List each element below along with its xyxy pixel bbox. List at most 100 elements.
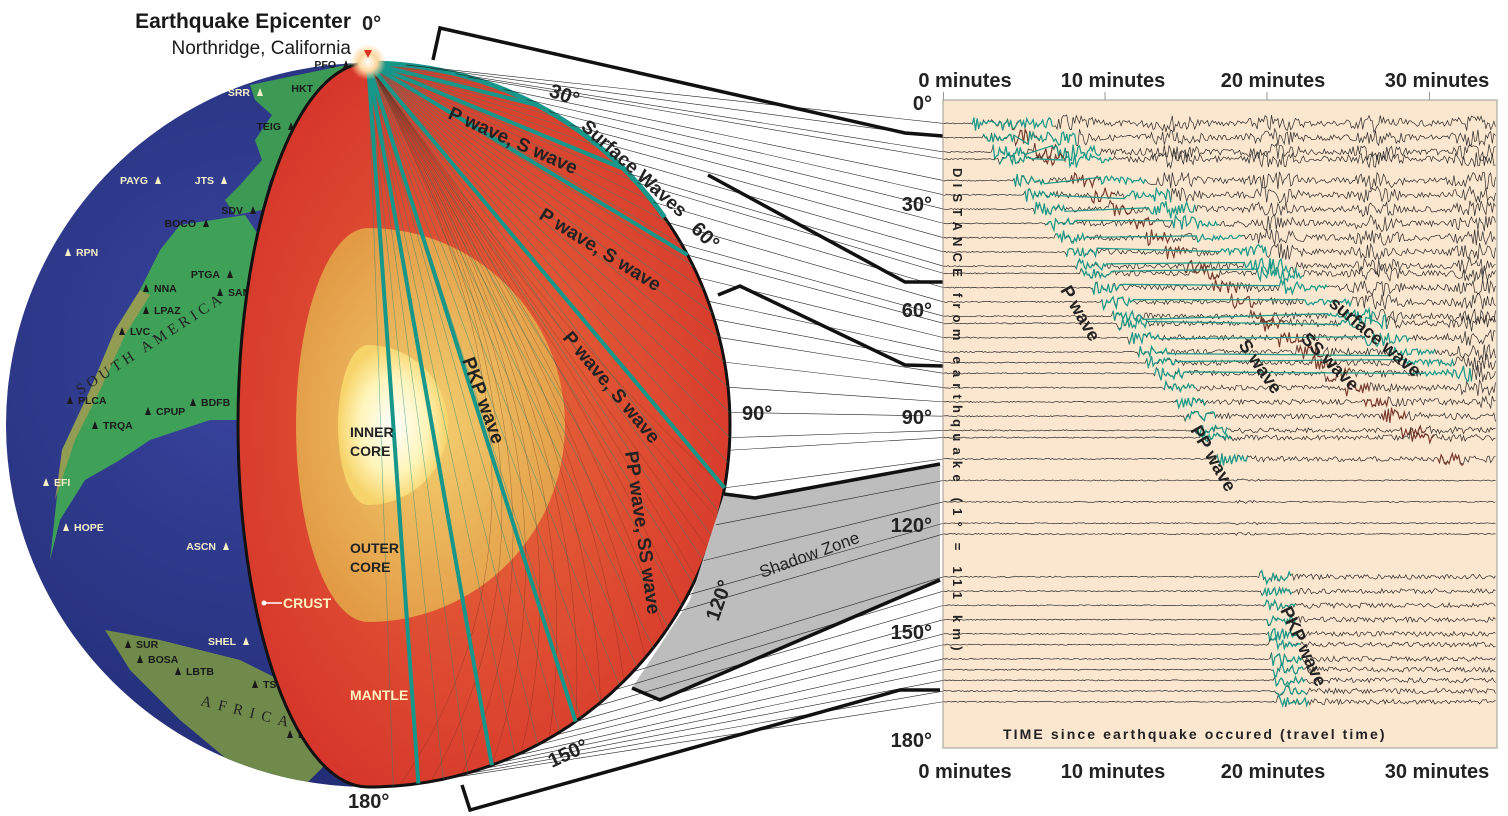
s-wave-arrival (1015, 127, 1040, 146)
seismogram-traces (943, 114, 1496, 708)
s-wave-arrival (1259, 315, 1285, 332)
station-label: LVC (130, 326, 151, 338)
time-label-30-bottom: 30 minutes (1385, 761, 1489, 783)
station-label: LBTB (186, 666, 214, 678)
p-wave-arrival (1259, 569, 1292, 586)
station-sdv: SDV (221, 205, 256, 217)
station-triangle-icon (203, 219, 209, 227)
north-america-landmass (225, 63, 370, 215)
p-wave-arrival (971, 116, 1053, 131)
distance-label-180: 180° (891, 730, 932, 752)
station-trqa: TRQA (92, 420, 133, 432)
connector-line (497, 669, 944, 764)
seismogram-trace (943, 214, 1496, 233)
seismogram-trace (943, 478, 1496, 482)
station-label: PFO (314, 59, 336, 71)
degree-label-60: 60° (686, 218, 723, 255)
seismogram-trace (943, 499, 1496, 504)
connector-line (461, 690, 944, 775)
station-triangle-icon (137, 655, 143, 663)
p-wave-arrival (1277, 695, 1309, 708)
main-ray (366, 61, 727, 490)
connector-line (590, 139, 944, 238)
connector-line (537, 644, 944, 745)
connector-line (729, 412, 944, 417)
station-label: NNA (154, 283, 177, 295)
station-label: PAYG (120, 175, 148, 187)
thin-ray (367, 62, 704, 290)
connector-line (687, 522, 944, 596)
thin-ray (367, 62, 713, 314)
main-ray (366, 62, 578, 723)
station-label: SDV (221, 205, 243, 217)
station-ascn: ASCN (186, 541, 229, 553)
station-label: SHEL (208, 636, 237, 648)
thin-ray (367, 62, 561, 733)
station-triangle-icon (223, 542, 229, 550)
thin-ray (367, 62, 669, 628)
p-wave-arrival (982, 131, 1077, 146)
thin-ray (367, 62, 469, 774)
p-wave-arrival (1200, 430, 1232, 442)
distance-label-30: 30° (902, 194, 932, 216)
p-wave-arrival (1112, 306, 1377, 325)
thin-ray (367, 62, 730, 438)
connector-line (687, 254, 944, 324)
station-triangle-icon (155, 176, 161, 184)
station-rpn: RPN (65, 247, 98, 259)
time-labels-bottom: 0 minutes 10 minutes 20 minutes 30 minut… (918, 761, 1489, 783)
distance-label-60: 60° (902, 300, 932, 322)
station-triangle-icon (250, 206, 256, 214)
station-sur: SUR (125, 639, 159, 651)
time-label-20-bottom: 20 minutes (1221, 761, 1325, 783)
connector-line (714, 318, 944, 363)
seismogram-trace (943, 600, 1496, 611)
connector-line (467, 76, 944, 160)
degree-label-180: 180° (348, 791, 389, 813)
connector-line (443, 701, 944, 780)
thin-ray (367, 62, 729, 464)
station-label: SUR (136, 639, 159, 651)
station-triangle-icon (143, 306, 149, 314)
seismogram-trace (943, 292, 1496, 310)
seismogram-trace (943, 314, 1496, 332)
distance-labels: 0° 30° 60° 90° 120° 150° 180° (891, 93, 932, 752)
main-ray (366, 62, 494, 766)
thin-ray (367, 62, 620, 686)
station-label: JTS (195, 175, 214, 187)
p-wave-arrival (1045, 213, 1219, 233)
station-triangle-icon (217, 288, 223, 296)
thin-reflected-ray (367, 62, 503, 782)
p-wave-arrival (1184, 410, 1217, 422)
s-wave-arrival (1437, 451, 1464, 467)
station-hope: HOPE (63, 522, 104, 534)
connector-line (724, 458, 944, 489)
s-wave-arrival (1277, 331, 1305, 348)
mantle-label: MANTLE (350, 687, 408, 703)
south-america-landmass (50, 215, 262, 560)
connector-line (526, 99, 944, 196)
p-wave-arrival (1055, 230, 1243, 244)
station-label: TRQA (103, 420, 133, 432)
connector-line (715, 480, 944, 526)
station-payg: PAYG (120, 175, 161, 187)
p-wave-arrival (1267, 627, 1300, 642)
station-triangle-icon (125, 640, 131, 648)
thin-reflected-ray (367, 62, 665, 633)
seismogram-trace (943, 521, 1496, 526)
thin-ray (367, 62, 725, 363)
s-wave-arrival (1070, 171, 1096, 190)
seismogram-trace (943, 395, 1496, 410)
connector-line (614, 590, 944, 691)
connector-line (681, 243, 944, 317)
s-wave-arrival (1381, 407, 1407, 423)
seismogram-trace (943, 532, 1496, 536)
connector-line (729, 430, 944, 438)
p-wave-arrival (1146, 355, 1455, 370)
connector-line (628, 173, 944, 267)
station-triangle-icon (92, 421, 98, 429)
p-wave-arrival (998, 151, 1112, 169)
main-ray (367, 61, 625, 171)
p-wave-arrival (1138, 344, 1436, 359)
